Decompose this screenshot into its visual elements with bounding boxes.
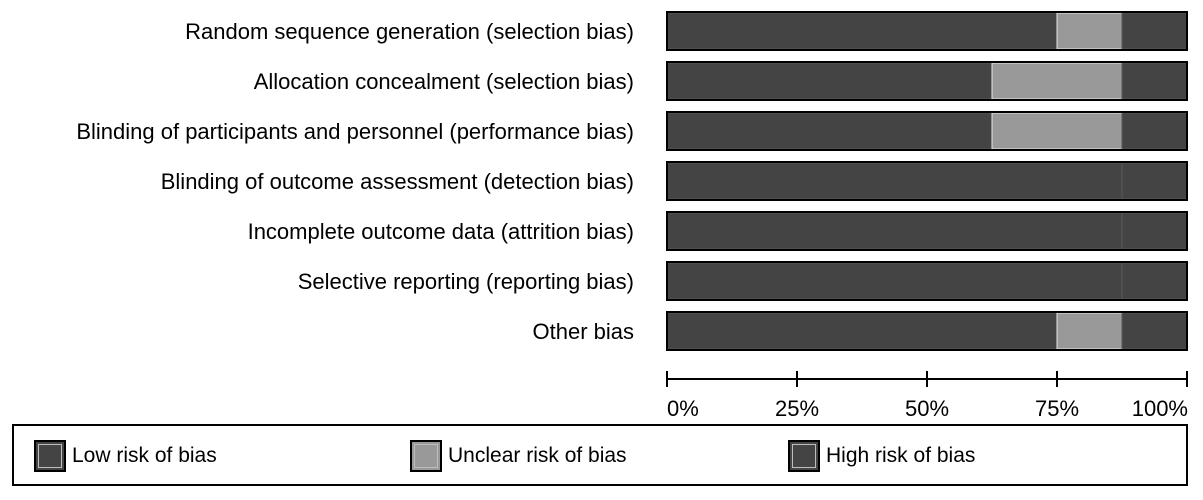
x-tick-label: 0% — [667, 396, 699, 420]
bar-segment-high — [1121, 262, 1188, 300]
legend-item-low: Low risk of bias — [34, 440, 217, 472]
bar-outline — [666, 61, 1188, 101]
category-label: Other bias — [533, 319, 635, 344]
bar-segment-high — [1121, 62, 1188, 100]
bar-segment-unclear — [1056, 312, 1123, 350]
bar-outline — [666, 211, 1188, 251]
legend-item-unclear: Unclear risk of bias — [410, 440, 627, 472]
x-tick-label: 100% — [1132, 396, 1188, 420]
legend-swatch-unclear — [410, 440, 442, 472]
category-label: Allocation concealment (selection bias) — [254, 69, 634, 94]
bar-segment-low — [666, 12, 1058, 50]
legend-label-unclear: Unclear risk of bias — [448, 444, 627, 467]
bar-segment-low — [666, 112, 993, 150]
bar-segment-high — [1121, 162, 1188, 200]
category-label: Random sequence generation (selection bi… — [185, 19, 634, 44]
bar-segment-low — [666, 212, 1123, 250]
legend: Low risk of bias Unclear risk of bias Hi… — [12, 424, 1188, 486]
risk-of-bias-chart: Random sequence generation (selection bi… — [76, 11, 1188, 420]
bar-segment-high — [1121, 212, 1188, 250]
x-tick-label: 75% — [1035, 396, 1079, 420]
bar-segment-unclear — [991, 112, 1123, 150]
bar-segment-high — [1121, 112, 1188, 150]
legend-swatch-low — [34, 440, 66, 472]
bar-segment-high — [1121, 12, 1188, 50]
bar-segment-high — [1121, 312, 1188, 350]
bar-outline — [666, 311, 1188, 351]
legend-label-high: High risk of bias — [826, 444, 976, 467]
bar-segment-unclear — [991, 62, 1123, 100]
bar-segment-unclear — [1056, 12, 1123, 50]
bar-segment-low — [666, 62, 993, 100]
x-tick-label: 50% — [905, 396, 949, 420]
bar-segment-low — [666, 262, 1123, 300]
bar-segment-low — [666, 312, 1058, 350]
category-label: Selective reporting (reporting bias) — [298, 269, 634, 294]
category-label: Blinding of outcome assessment (detectio… — [161, 169, 634, 194]
legend-item-high: High risk of bias — [788, 440, 975, 472]
bar-outline — [666, 261, 1188, 301]
x-tick-label: 25% — [775, 396, 819, 420]
category-label: Blinding of participants and personnel (… — [76, 119, 634, 144]
category-label: Incomplete outcome data (attrition bias) — [248, 219, 634, 244]
bar-outline — [666, 161, 1188, 201]
legend-label-low: Low risk of bias — [72, 444, 217, 467]
bar-outline — [666, 111, 1188, 151]
bar-segment-low — [666, 162, 1123, 200]
bar-outline — [666, 11, 1188, 51]
legend-swatch-high — [788, 440, 820, 472]
